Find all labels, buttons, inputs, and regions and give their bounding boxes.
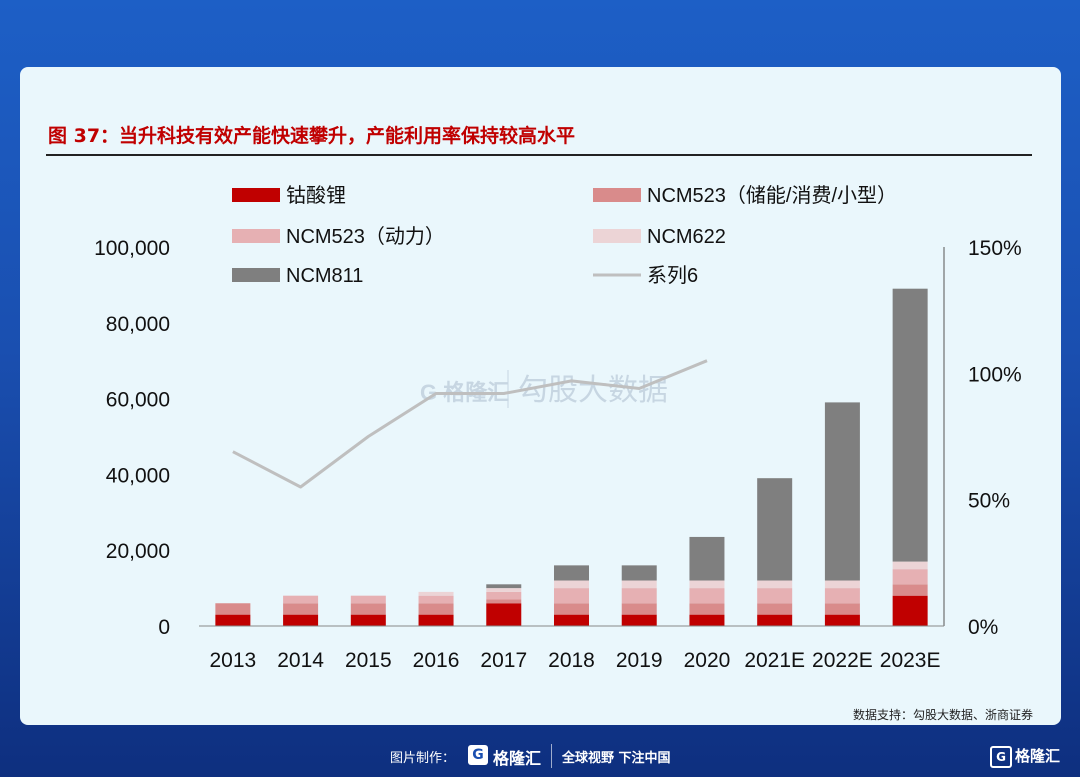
x-axis-tick-label: 2021E (744, 649, 805, 672)
bar-segment (418, 591, 454, 596)
left-axis-tick-label: 60,000 (106, 389, 170, 412)
bar-segment (418, 603, 454, 615)
x-axis-tick-label: 2023E (880, 649, 941, 672)
bar-segment (757, 614, 793, 626)
x-axis-tick-label: 2014 (277, 649, 324, 672)
bar-segment (215, 614, 251, 626)
x-axis-tick-label: 2016 (413, 649, 460, 672)
x-axis-tick-label: 2022E (812, 649, 873, 672)
bar-segment (486, 603, 522, 626)
bar-segment (621, 614, 657, 626)
bar-segment (621, 565, 657, 581)
x-axis-tick-label: 2017 (480, 649, 527, 672)
bar-segment (554, 614, 589, 626)
bar-segment (689, 580, 725, 589)
bar-segment (689, 536, 725, 581)
footer-divider (551, 744, 552, 768)
left-axis-tick-label: 100,000 (94, 237, 170, 260)
bar-segment (892, 569, 928, 585)
left-axis-tick-label: 0 (158, 616, 170, 639)
bar-segment (824, 580, 860, 589)
legend-label: NCM622 (647, 226, 726, 248)
footer-bar: 图片制作： G 格隆汇 全球视野 下注中国 (0, 740, 1080, 772)
bar-segment (892, 288, 928, 562)
source-note: 数据支持：勾股大数据、浙商证券 (852, 708, 1033, 722)
bar-segment (418, 614, 454, 626)
left-axis-tick-label: 40,000 (106, 464, 170, 487)
title-divider (46, 154, 1032, 156)
footer-logo-icon: G (468, 745, 488, 765)
bar-segment (554, 588, 589, 604)
bar-segment (283, 614, 319, 626)
bar-segment (824, 603, 860, 615)
bar-segment (689, 614, 725, 626)
x-axis-tick-label: 2013 (210, 649, 257, 672)
corner-logo: G 格隆汇 (990, 745, 1060, 768)
x-axis-tick-label: 2020 (684, 649, 731, 672)
bar-segment (486, 588, 522, 592)
x-axis-tick-label: 2015 (345, 649, 392, 672)
right-axis-tick-label: 50% (968, 490, 1010, 513)
bar-segment (689, 588, 725, 604)
bar-segment (824, 614, 860, 626)
footer-brand: 格隆汇 (493, 749, 542, 768)
right-axis-tick-label: 150% (968, 237, 1022, 260)
bar-segment (824, 588, 860, 604)
bar-segment (621, 580, 657, 589)
legend-swatch (232, 268, 280, 282)
footer-made-by: 图片制作： (390, 751, 456, 766)
legend-label: 钴酸锂 (286, 184, 346, 207)
bar-segment (757, 603, 793, 615)
corner-logo-icon: G (990, 745, 1012, 768)
x-axis-tick-label: 2018 (548, 649, 595, 672)
watermark-text: 勾股大数据 (518, 374, 668, 407)
legend-label: NCM523（动力） (286, 225, 445, 248)
bar-segment (215, 603, 251, 615)
bar-segment (757, 478, 793, 581)
legend-swatch (593, 188, 641, 202)
bar-segment (689, 603, 725, 615)
bar-segment (621, 588, 657, 604)
corner-logo-text: 格隆汇 (1015, 747, 1061, 765)
x-axis-tick-label: 2019 (616, 649, 663, 672)
chart-title: 图 37：当升科技有效产能快速攀升，产能利用率保持较高水平 (48, 125, 576, 147)
bar-segment (486, 599, 522, 604)
utilization-line (232, 359, 708, 489)
bar-segment (418, 595, 454, 604)
bar-segment (892, 561, 928, 570)
footer-slogan: 全球视野 下注中国 (562, 751, 671, 766)
right-axis-tick-label: 0% (968, 616, 998, 639)
bar-segment (554, 603, 589, 615)
bar-segment (350, 614, 386, 626)
bar-segment (892, 595, 928, 626)
legend-swatch (593, 229, 641, 243)
left-axis-tick-label: 20,000 (106, 540, 170, 563)
legend-label: 系列6 (647, 264, 698, 287)
bar-segment (283, 595, 319, 604)
bar-segment (757, 588, 793, 604)
bar-segment (350, 595, 386, 604)
bar-segment (621, 603, 657, 615)
legend-swatch (232, 188, 280, 202)
bar-segment (350, 603, 386, 615)
bar-segment (486, 584, 522, 589)
legend-label: NCM523（储能/消费/小型） (647, 184, 897, 207)
bar-segment (824, 402, 860, 581)
chart-card (20, 67, 1061, 725)
left-axis-tick-label: 80,000 (106, 313, 170, 336)
bar-segment (486, 591, 522, 600)
bar-segment (892, 584, 928, 596)
bar-segment (283, 603, 319, 615)
right-axis-tick-label: 100% (968, 363, 1022, 386)
bar-segment (554, 580, 589, 589)
bar-segment (757, 580, 793, 589)
bar-segment (554, 565, 589, 581)
legend-swatch (232, 229, 280, 243)
legend-label: NCM811 (286, 265, 363, 287)
